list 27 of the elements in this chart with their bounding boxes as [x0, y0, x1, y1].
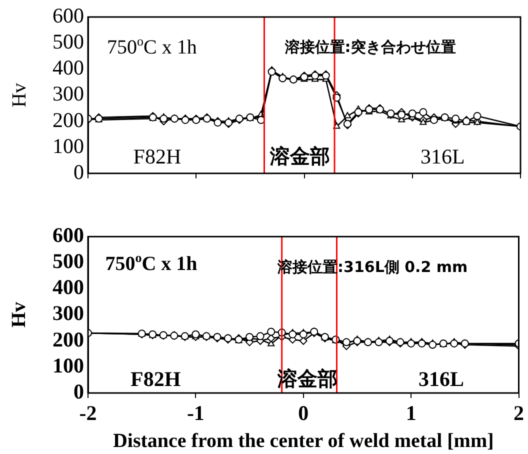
x-tick-label: 1 [406, 401, 416, 426]
y-tick-label: 400 [52, 275, 84, 300]
y-tick-label: 200 [52, 327, 84, 352]
y-tick-label: 300 [52, 301, 84, 326]
x-tick-label: -2 [79, 401, 97, 426]
y-tick-label: 500 [52, 249, 84, 274]
y-tick-label: 500 [52, 30, 84, 54]
y-tick-label: 0 [74, 160, 84, 184]
annotation: F82H [130, 366, 181, 391]
y-tick-label: 600 [52, 223, 84, 248]
y-tick-label: 300 [52, 82, 84, 106]
x-tick-label: -1 [186, 401, 204, 426]
x-tick-label: 2 [514, 401, 524, 426]
y-tick-label: 200 [52, 108, 84, 132]
y-axis-title: Hv [8, 302, 30, 328]
y-tick-label: 400 [52, 56, 84, 80]
x-axis-title: Distance from the center of weld metal [mm] [112, 430, 494, 452]
y-axis-title: Hv [8, 82, 30, 108]
y-tick-label: 600 [52, 4, 84, 28]
annotation: F82H [133, 144, 182, 168]
y-tick-label: 100 [52, 353, 84, 378]
x-tick-label: 0 [298, 401, 309, 426]
annotation: 316L [420, 144, 465, 168]
annotation: 316L [418, 366, 464, 391]
y-tick-label: 100 [52, 134, 84, 158]
y-tick-label: 0 [74, 379, 84, 404]
annotation: 溶金部 [268, 144, 330, 168]
